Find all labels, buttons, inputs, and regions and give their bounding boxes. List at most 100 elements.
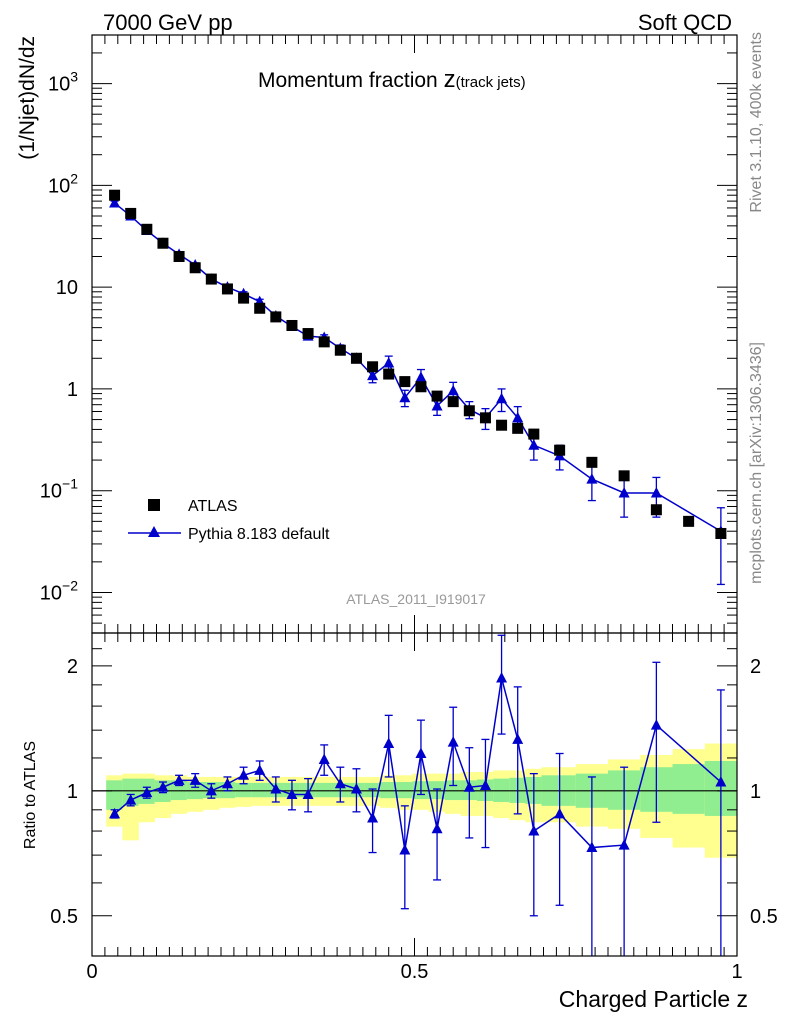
atlas-point	[415, 381, 427, 393]
y-tick-label: 10	[56, 277, 78, 299]
legend-marker-pythia	[148, 526, 160, 537]
pythia-point	[431, 399, 443, 411]
mcplots-label: mcplots.cern.ch [arXiv:1306.3436]	[748, 342, 765, 584]
atlas-point	[586, 456, 598, 468]
legend-label-atlas: ATLAS	[188, 498, 238, 515]
legend-marker-atlas	[148, 499, 160, 511]
atlas-point	[383, 368, 395, 380]
band-green	[396, 782, 413, 799]
atlas-point	[496, 419, 508, 431]
ratio-point	[141, 786, 153, 798]
y-tick-label: 10−1	[40, 476, 78, 503]
atlas-point	[650, 504, 662, 516]
atlas-point	[554, 444, 566, 456]
header-left: 7000 GeV pp	[103, 10, 233, 35]
ratio-point	[270, 783, 282, 794]
band-green	[315, 782, 333, 798]
y-tick-label-base: 10	[48, 175, 70, 197]
atlas-point	[205, 273, 217, 285]
pythia-point	[528, 439, 540, 450]
atlas-point	[238, 292, 250, 304]
pythia-point	[512, 411, 524, 423]
band-green	[170, 780, 188, 801]
y-tick-label: 1	[67, 379, 78, 401]
ratio-point	[528, 825, 540, 836]
ratio-y-tick-label: 1	[67, 781, 78, 803]
pythia-point	[618, 486, 630, 498]
y-tick-label-base: 10	[40, 481, 62, 503]
x-tick-label: 1	[731, 961, 742, 983]
ratio-point	[173, 774, 185, 785]
legend-label-pythia: Pythia 8.183 default	[188, 526, 330, 543]
y-tick-label: 102	[48, 170, 78, 197]
ratio-plot-frame	[91, 632, 738, 957]
y-tick-label-exp: 3	[70, 69, 78, 85]
pythia-point	[383, 356, 395, 368]
ratio-point	[618, 839, 630, 850]
band-green	[235, 782, 252, 798]
y-tick-label: 10−2	[40, 577, 78, 604]
ratio-point	[586, 841, 598, 853]
ratio-y-tick-label-right: 2	[750, 656, 761, 678]
ratio-point	[479, 779, 491, 790]
ratio-y-tick-label-right: 1	[750, 781, 761, 803]
y-tick-label-exp: 2	[70, 170, 78, 186]
band-green	[380, 782, 397, 799]
ratio-point	[334, 777, 346, 789]
ratio-point	[399, 844, 411, 855]
atlas-point	[189, 262, 201, 274]
ratio-point	[238, 769, 250, 780]
ratio-point	[383, 737, 395, 749]
atlas-point	[270, 311, 282, 323]
atlas-point	[512, 422, 524, 434]
pythia-point	[399, 391, 411, 403]
rivet-label: Rivet 3.1.10, 400k events	[748, 32, 765, 213]
ratio-point	[221, 777, 233, 789]
ratio-point	[496, 671, 508, 683]
atlas-point	[254, 302, 266, 314]
ratio-point	[367, 812, 379, 823]
ratio-point	[350, 783, 362, 794]
legend: ATLAS Pythia 8.183 default	[128, 498, 330, 543]
axis-ticks	[91, 34, 738, 957]
atlas-point	[618, 470, 630, 482]
main-plot-frame	[91, 34, 738, 634]
chart-title-main: Momentum fraction	[258, 69, 444, 92]
ratio-point	[205, 784, 217, 796]
ratio-y-tick-label-right: 0.5	[750, 906, 778, 928]
ratio-point	[415, 747, 427, 759]
header-right: Soft QCD	[638, 10, 732, 35]
pythia-point	[586, 473, 598, 484]
pythia-point	[415, 371, 427, 382]
y-tick-label: 103	[48, 69, 78, 96]
chart-title-sub: (track jets)	[456, 74, 526, 91]
ratio-point	[512, 733, 524, 744]
band-green	[251, 782, 268, 798]
ratio-y-tick-label: 2	[67, 656, 78, 678]
ratio-point	[254, 764, 266, 775]
pythia-point	[109, 197, 121, 208]
band-green	[444, 780, 462, 801]
x-axis-label: Charged Particle z	[559, 986, 748, 1012]
y-axis-label: (1/Njet)dN/dz	[16, 36, 39, 160]
chart-title-z: z	[444, 66, 456, 93]
ratio-point	[189, 774, 201, 785]
chart-title: Momentum fraction z(track jets)	[258, 66, 526, 93]
band-green	[106, 780, 123, 810]
analysis-watermark: ATLAS_2011_I919017	[346, 591, 486, 607]
atlas-point	[286, 319, 298, 331]
series-atlas	[109, 189, 727, 539]
ratio-y-tick-label: 0.5	[50, 906, 78, 928]
pythia-line	[114, 202, 722, 532]
y-tick-label-base: 10	[40, 582, 62, 604]
atlas-point	[399, 376, 411, 388]
atlas-point	[350, 352, 362, 364]
atlas-point	[318, 336, 330, 348]
pythia-point	[496, 392, 508, 404]
atlas-point	[367, 361, 379, 373]
atlas-point	[479, 412, 491, 424]
pythia-point	[367, 369, 379, 381]
pythia-point	[650, 486, 662, 498]
